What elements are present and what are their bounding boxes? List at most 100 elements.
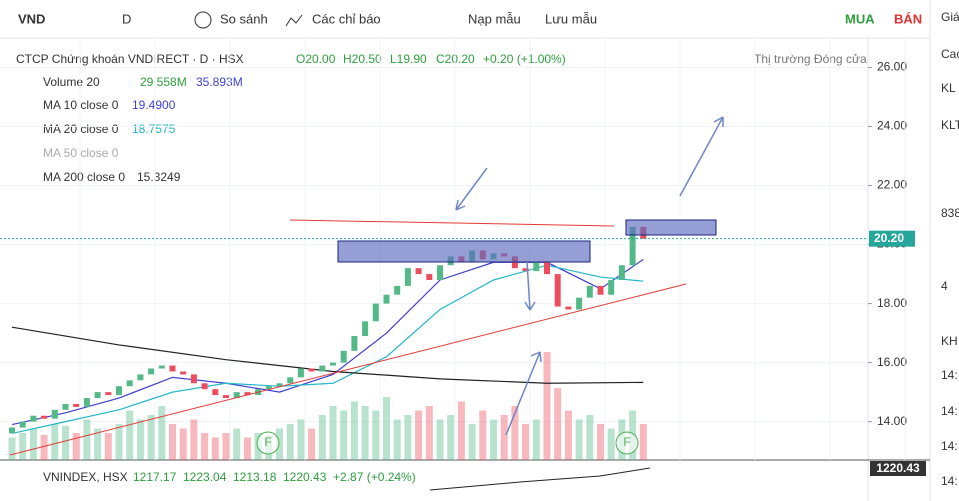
marker [256,431,280,455]
ma10-name: MA 10 close 0 [43,98,119,112]
volume-bar [179,428,187,460]
panel-label: 4 [941,279,948,293]
candle-body [265,386,272,390]
candle-body [137,374,144,381]
last-price-label: 20.20 [874,231,904,245]
volume-bar [94,428,102,460]
volume-bar [457,401,465,460]
candle-body [437,265,443,280]
volume-bar [297,419,305,460]
index-label: VNINDEX, HSX [43,470,128,484]
volume-bar [40,434,48,460]
candle-body [544,262,550,275]
volume-bar [554,388,562,460]
candle-body [233,392,240,399]
y-tick-label: 14.00 [877,414,907,428]
volume-bar [532,419,540,460]
volume-bar [639,424,647,460]
ma50-name: MA 50 close 0 [43,146,119,160]
candle-body [533,262,540,272]
panel-label: 14: [941,474,958,488]
index-price-box [870,461,926,476]
volume-bar [425,406,433,460]
buy[interactable]: MUA [845,11,875,26]
save[interactable]: Lưu mẫu [545,11,597,26]
candle-body [116,386,122,396]
candle-body [597,285,604,295]
y-tick-label: 16.00 [877,355,907,369]
volume-bar [415,410,423,460]
candle-body [30,415,37,422]
volume-bar [233,428,241,460]
candle-body [212,389,219,396]
candle-body [330,362,336,366]
candle-body [404,268,411,286]
panel-label: KL [941,81,956,95]
load[interactable]: Nạp mẫu [468,11,521,26]
y-tick-label: 22.00 [877,178,907,192]
volume-bar [522,424,530,460]
volume-bar [468,424,476,460]
trend-line [9,283,687,456]
vol-v1: 29.558M [140,75,187,89]
volume-bar [29,428,37,460]
zone-box [625,219,717,236]
compare[interactable]: So sánh [220,11,268,26]
ma200-name: MA 200 close 0 [43,170,125,184]
candle-body [319,365,326,372]
volume-bar [115,424,123,460]
volume-bar [136,419,144,460]
candle-body [629,226,636,266]
volume-bar [575,419,583,460]
sell[interactable]: BÁN [894,11,922,26]
candle-body [51,409,58,419]
panel-label: 14: [941,404,958,418]
interval[interactable]: D [122,11,131,26]
candle-body [126,380,133,387]
arrow [679,116,724,197]
volume-bar [19,433,27,460]
candle-body [105,392,112,396]
index-line [429,467,651,491]
volume-bar [511,406,519,460]
candle-body [180,371,187,375]
volume-bar [83,419,91,460]
legend-change: +0.20 (+1.00%) [483,52,566,66]
symbol[interactable]: VND [18,11,45,26]
volume-bar [586,415,594,460]
candle-body [148,368,155,375]
candle-body [94,392,101,399]
resistance-line [289,219,615,227]
volume-bar [169,424,176,460]
volume-bar [8,437,16,460]
indicator-icon [285,14,303,27]
candle-body [9,427,15,434]
arrow [505,351,542,436]
candle-body [276,383,283,387]
y-tick-label: 24.00 [877,119,907,133]
candle-body [372,303,379,322]
candle-body [586,285,593,298]
zone-box [337,240,591,263]
volume-bar [350,401,358,460]
indicators[interactable]: Các chỉ báo [312,11,381,26]
legend-high: H20.50 [343,52,382,66]
candle-body [394,285,401,295]
vol-v2: 35.893M [196,75,243,89]
candle-body [41,415,48,419]
index-change: +2.87 (+0.24%) [333,470,416,484]
candle-body [340,350,347,363]
candle-body [223,395,229,399]
volume-bar [104,433,112,460]
legend: CTCP Chứng khoán VNDIRECT · D · HSX O20.… [16,52,867,184]
ma-line [11,326,644,384]
marker-label: F [623,435,630,449]
candle-body [201,383,208,390]
volume-bar [479,410,487,460]
volume-bar [126,410,134,460]
panel-label: Giá [941,10,959,24]
volume-bar [51,424,59,460]
volume-bar [404,415,412,460]
